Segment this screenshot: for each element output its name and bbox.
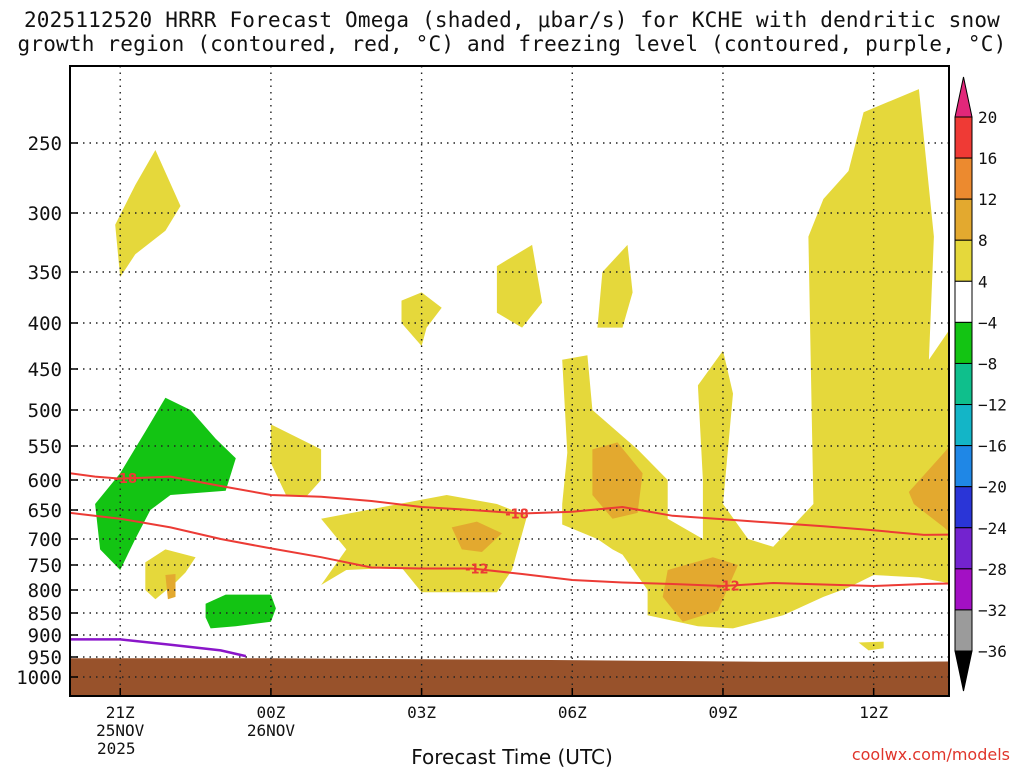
y-tick-label-650: 650	[28, 500, 62, 522]
x-tick-label-12Z: 12Z	[859, 703, 888, 722]
colorbar-box-4	[954, 280, 973, 323]
red-contour--12	[70, 511, 949, 588]
colorbar-label-0: 20	[978, 108, 997, 127]
red-contour-label--18-0: -18	[114, 472, 138, 487]
omega-region-8	[858, 641, 884, 651]
colorbar-label-2: 12	[978, 190, 997, 209]
chart-title-line-1: 2025112520 HRRR Forecast Omega (shaded, …	[23, 8, 1001, 32]
omega-shading-layer	[95, 89, 949, 651]
colorbar-box-11	[954, 568, 973, 611]
colorbar-label-5: −4	[978, 313, 997, 332]
contour-layer: -18 -18 -12 -12	[70, 472, 949, 658]
omega-region-3	[496, 244, 543, 328]
colorbar-box-0	[954, 116, 973, 159]
y-tick-label-900: 900	[28, 625, 62, 647]
chart-title-line-2: growth region (contoured, red, °C) and f…	[17, 32, 1007, 56]
terrain-layer	[70, 658, 949, 696]
colorbar-box-8	[954, 445, 973, 488]
colorbar-label-7: −12	[978, 396, 1007, 415]
x-tick-label-09Z: 09Z	[709, 703, 738, 722]
colorbar-box-7	[954, 404, 973, 447]
omega-region-15	[95, 397, 236, 570]
purple-contour-0	[70, 638, 247, 658]
omega-region-5	[145, 549, 196, 600]
omega-region-6	[321, 495, 528, 593]
x-tick-year-21Z: 2025	[97, 739, 136, 758]
omega-region-2	[401, 292, 442, 346]
colorbar-box-9	[954, 486, 973, 529]
omega-region-12	[165, 574, 176, 600]
omega-region-7	[562, 89, 949, 629]
y-tick-label-450: 450	[28, 359, 62, 381]
colorbar-box-6	[954, 362, 973, 406]
x-axis-title: Forecast Time (UTC)	[411, 745, 613, 769]
y-tick-label-950: 950	[28, 647, 62, 669]
omega-region-0	[115, 150, 181, 278]
y-tick-label-700: 700	[28, 529, 62, 551]
y-tick-label-500: 500	[28, 400, 62, 422]
colorbar-label-3: 8	[978, 231, 988, 250]
colorbar-label-9: −20	[978, 478, 1007, 497]
x-tick-label-00Z: 00Z	[256, 703, 285, 722]
colorbar-box-2	[954, 198, 973, 241]
y-tick-label-600: 600	[28, 470, 62, 492]
colorbar-box-10	[954, 527, 973, 570]
colorbar-label-1: 16	[978, 149, 997, 168]
y-tick-label-800: 800	[28, 580, 62, 602]
x-tick-date-21Z: 25NOV	[96, 721, 145, 740]
x-tick-label-21Z: 21Z	[106, 703, 135, 722]
colorbar-label-10: −24	[978, 519, 1007, 538]
chart-title: 2025112520 HRRR Forecast Omega (shaded, …	[0, 8, 1024, 56]
omega-region-10	[451, 521, 502, 552]
plot-frame	[69, 65, 950, 697]
x-tick-label-06Z: 06Z	[558, 703, 587, 722]
colorbar-bottom-triangle	[954, 650, 973, 692]
y-axis: 2503003504004505005506006507007508008509…	[16, 133, 78, 689]
colorbar-top-triangle	[954, 76, 973, 118]
red-contour--18	[70, 472, 949, 536]
y-tick-label-350: 350	[28, 262, 62, 284]
y-tick-label-1000: 1000	[16, 667, 62, 689]
omega-region-1	[270, 424, 322, 497]
grid-layer	[70, 66, 949, 696]
y-tick-label-550: 550	[28, 436, 62, 458]
omega-region-16	[205, 594, 276, 629]
red-contour-label--12-1: -12	[716, 580, 740, 595]
colorbar-box-5	[954, 321, 973, 364]
colorbar-box-1	[954, 157, 973, 200]
omega-region-11	[662, 557, 738, 622]
colorbar-label-13: −36	[978, 642, 1007, 661]
y-tick-label-250: 250	[28, 133, 62, 155]
terrain-fill	[70, 658, 949, 696]
colorbar-label-8: −16	[978, 437, 1007, 456]
x-tick-date-00Z: 26NOV	[247, 721, 296, 740]
colorbar-label-11: −28	[978, 560, 1007, 579]
y-tick-label-400: 400	[28, 313, 62, 335]
y-tick-label-300: 300	[28, 203, 62, 225]
omega-region-9	[592, 442, 643, 519]
colorbar-box-3	[954, 239, 973, 282]
colorbar: 20 16 12 8 4 −4 −8 −12 −16 −20 −24 −28 −32 −36	[954, 76, 1007, 692]
x-tick-label-03Z: 03Z	[407, 703, 436, 722]
red-contour-label--12-0: -12	[465, 563, 489, 578]
colorbar-label-6: −8	[978, 354, 997, 373]
y-tick-label-750: 750	[28, 555, 62, 577]
y-tick-label-850: 850	[28, 603, 62, 625]
source-credit: coolwx.com/models	[851, 745, 1010, 764]
omega-region-4	[597, 244, 633, 328]
omega-region-13	[908, 446, 949, 532]
red-contour-label--18-1: -18	[505, 507, 529, 522]
colorbar-label-4: 4	[978, 272, 988, 291]
colorbar-box-12	[954, 609, 973, 652]
colorbar-label-12: −32	[978, 601, 1007, 620]
